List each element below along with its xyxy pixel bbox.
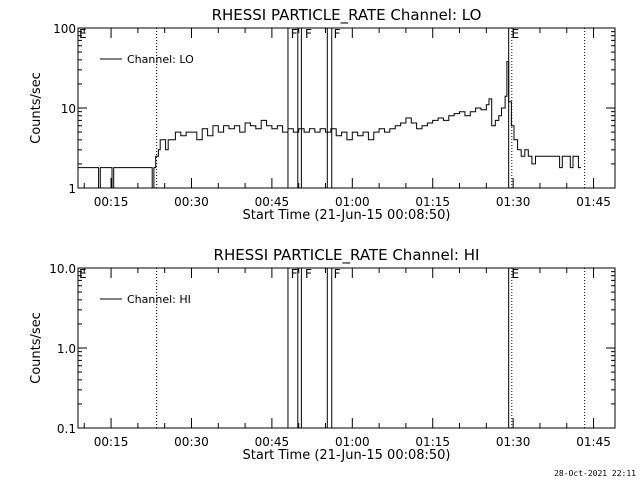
x-tick-label: 01:15 [415,435,450,449]
x-tick-label: 00:15 [94,435,129,449]
flag-label: F [334,267,341,281]
x-tick-label: 01:45 [576,435,611,449]
x-tick-label: 00:30 [174,195,209,209]
flag-label: F [305,27,312,41]
series-line-channel-lo [78,61,581,189]
x-tick-label: 00:15 [94,195,129,209]
panel-lo-channel: RHESSI PARTICLE_RATE Channel: LO 1 10 100 00… [29,6,616,223]
y-tick-label: 10 [61,102,76,116]
flag-label: F [291,27,298,41]
legend-label: Channel: HI [127,293,191,306]
chart-title: RHESSI PARTICLE_RATE Channel: LO [212,6,482,25]
y-tick-label: 1 [68,182,76,196]
x-tick-label: 00:45 [255,435,290,449]
x-tick-label: 01:00 [335,435,370,449]
x-tick-label: 00:30 [174,435,209,449]
flag-label: F [334,27,341,41]
y-axis-label: Counts/sec [29,72,44,144]
y-tick-label: 100 [53,22,76,36]
x-axis-label: Start Time (21-Jun-15 00:08:50) [243,448,451,463]
chart-title: RHESSI PARTICLE_RATE Channel: HI [214,246,480,265]
y-tick-label: 1.0 [57,342,76,356]
x-tick-label: 00:45 [255,195,290,209]
y-axis-label: Counts/sec [29,312,44,384]
timestamp: 28-Oct-2021 22:11 [554,469,636,478]
flag-label: E [79,267,87,281]
y-tick-label: 10.0 [49,262,76,276]
flag-label: F [291,267,298,281]
x-tick-label: 01:45 [576,195,611,209]
y-tick-label: 0.1 [57,422,76,436]
x-tick-label: 01:00 [335,195,370,209]
flag-label: E [511,267,519,281]
x-tick-label: 01:30 [496,435,531,449]
x-tick-label: 01:15 [415,195,450,209]
flag-label: F [305,267,312,281]
flag-label: E [79,27,87,41]
x-tick-label: 01:30 [496,195,531,209]
flag-label: E [511,27,519,41]
panel-hi-channel: RHESSI PARTICLE_RATE Channel: HI 0.1 1.0 10… [29,246,616,463]
x-axis-label: Start Time (21-Jun-15 00:08:50) [243,208,451,223]
legend-label: Channel: LO [127,53,194,66]
